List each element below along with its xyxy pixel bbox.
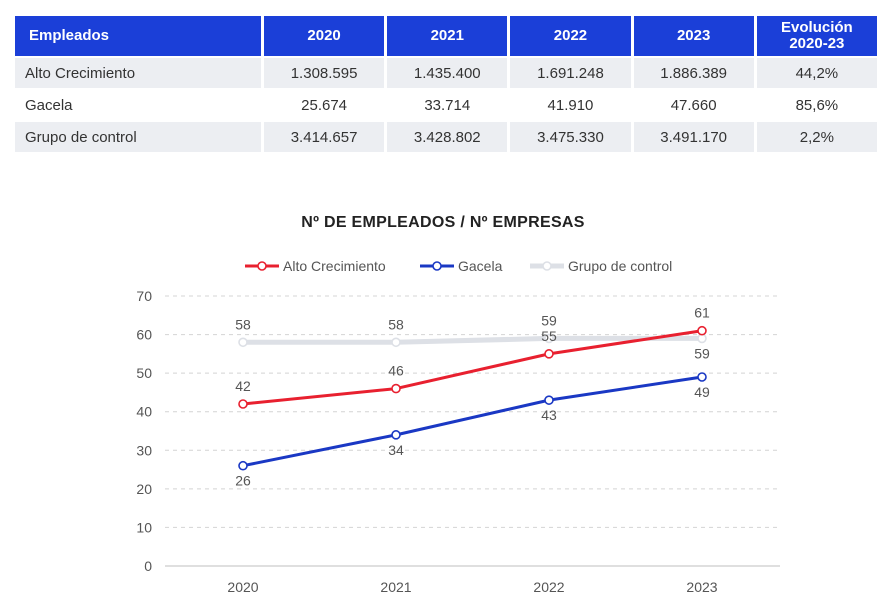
x-tick-label: 2021 bbox=[380, 579, 411, 595]
data-point bbox=[697, 325, 707, 336]
data-point bbox=[544, 333, 554, 344]
data-point bbox=[697, 372, 707, 382]
data-label: 58 bbox=[388, 316, 404, 332]
header-evolucion-line1: Evolución bbox=[781, 19, 853, 36]
y-tick-label: 30 bbox=[136, 442, 152, 458]
x-tick-label: 2023 bbox=[686, 579, 717, 595]
table-cell: 1.691.248 bbox=[510, 58, 631, 88]
data-label: 59 bbox=[541, 312, 557, 328]
legend-marker bbox=[432, 261, 442, 271]
data-point bbox=[697, 333, 707, 344]
employees-table: Empleados 2020 2021 2022 2023 Evolución 2… bbox=[12, 14, 880, 154]
data-label: 61 bbox=[694, 305, 710, 321]
series-line bbox=[242, 329, 703, 406]
table-cell: 33.714 bbox=[387, 90, 508, 120]
table-cell: 3.491.170 bbox=[633, 122, 754, 152]
data-point bbox=[391, 430, 401, 440]
data-point bbox=[544, 395, 554, 405]
data-label: 26 bbox=[235, 473, 251, 489]
y-tick-label: 40 bbox=[136, 404, 152, 420]
y-tick-label: 10 bbox=[136, 519, 152, 535]
header-2021: 2021 bbox=[387, 16, 508, 56]
table-cell: 47.660 bbox=[633, 90, 754, 120]
header-evolucion: Evolución 2020-23 bbox=[756, 16, 877, 56]
table-cell: 1.886.389 bbox=[633, 58, 754, 88]
series-line bbox=[243, 335, 702, 345]
legend-label: Alto Crecimiento bbox=[283, 258, 386, 274]
legend-label: Grupo de control bbox=[568, 258, 672, 274]
data-label: 42 bbox=[235, 378, 251, 394]
table-cell: 3.428.802 bbox=[387, 122, 508, 152]
row-label: Grupo de control bbox=[15, 122, 261, 152]
table-row: Gacela 25.674 33.714 41.910 47.660 85,6% bbox=[15, 90, 877, 120]
chart-title: Nº DE EMPLEADOS / Nº EMPRESAS bbox=[301, 214, 585, 231]
y-tick-label: 50 bbox=[136, 365, 152, 381]
table-cell: 41.910 bbox=[510, 90, 631, 120]
table-cell: 2,2% bbox=[756, 122, 877, 152]
row-label: Gacela bbox=[15, 90, 261, 120]
header-evolucion-line2: 2020-23 bbox=[789, 35, 845, 52]
table-cell: 85,6% bbox=[756, 90, 877, 120]
x-tick-label: 2022 bbox=[533, 579, 564, 595]
data-label: 58 bbox=[235, 316, 251, 332]
y-tick-label: 0 bbox=[144, 558, 152, 574]
data-point bbox=[238, 337, 248, 348]
table-cell: 3.414.657 bbox=[264, 122, 385, 152]
header-2023: 2023 bbox=[633, 16, 754, 56]
data-point bbox=[544, 349, 554, 359]
data-label: 59 bbox=[694, 345, 710, 361]
x-tick-label: 2020 bbox=[227, 579, 258, 595]
table-row: Alto Crecimiento 1.308.595 1.435.400 1.6… bbox=[15, 58, 877, 88]
table-row: Grupo de control 3.414.657 3.428.802 3.4… bbox=[15, 122, 877, 152]
table-header-row: Empleados 2020 2021 2022 2023 Evolución 2… bbox=[15, 16, 877, 56]
data-point bbox=[238, 399, 248, 409]
legend-marker bbox=[257, 261, 267, 271]
data-point bbox=[391, 383, 401, 394]
table-cell: 44,2% bbox=[756, 58, 877, 88]
data-label: 43 bbox=[541, 407, 557, 423]
y-tick-label: 20 bbox=[136, 481, 152, 497]
header-2022: 2022 bbox=[510, 16, 631, 56]
legend-marker bbox=[542, 261, 552, 271]
data-label: 46 bbox=[388, 363, 404, 379]
data-label: 55 bbox=[541, 328, 557, 344]
series-line bbox=[242, 375, 703, 468]
legend-label: Gacela bbox=[458, 258, 503, 274]
data-label: 34 bbox=[388, 442, 404, 458]
data-label: 49 bbox=[694, 384, 710, 400]
data-point bbox=[391, 337, 401, 348]
y-tick-label: 70 bbox=[136, 288, 152, 304]
table-cell: 1.435.400 bbox=[387, 58, 508, 88]
header-empleados: Empleados bbox=[15, 16, 261, 56]
data-point bbox=[238, 460, 248, 471]
table-cell: 1.308.595 bbox=[264, 58, 385, 88]
y-tick-label: 60 bbox=[136, 327, 152, 343]
header-2020: 2020 bbox=[264, 16, 385, 56]
table-cell: 3.475.330 bbox=[510, 122, 631, 152]
table-cell: 25.674 bbox=[264, 90, 385, 120]
row-label: Alto Crecimiento bbox=[15, 58, 261, 88]
